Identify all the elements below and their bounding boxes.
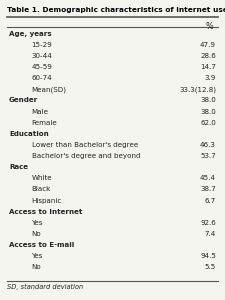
Text: 94.5: 94.5 — [200, 253, 216, 259]
Text: 92.6: 92.6 — [200, 220, 216, 226]
Text: Education: Education — [9, 131, 49, 137]
Text: 3.9: 3.9 — [205, 75, 216, 81]
Text: White: White — [32, 175, 52, 181]
Text: 47.9: 47.9 — [200, 42, 216, 48]
Text: 6.7: 6.7 — [205, 198, 216, 204]
Text: SD, standard deviation: SD, standard deviation — [7, 284, 83, 290]
Text: 45-59: 45-59 — [32, 64, 52, 70]
Text: 15-29: 15-29 — [32, 42, 52, 48]
Text: Yes: Yes — [32, 220, 43, 226]
Text: 28.6: 28.6 — [200, 53, 216, 59]
Text: Access to Internet: Access to Internet — [9, 209, 82, 215]
Text: 38.0: 38.0 — [200, 109, 216, 115]
Text: Table 1. Demographic characteristics of Internet users (N= 489): Table 1. Demographic characteristics of … — [7, 7, 225, 13]
Text: Hispanic: Hispanic — [32, 198, 62, 204]
Text: Race: Race — [9, 164, 28, 170]
Text: 7.4: 7.4 — [205, 231, 216, 237]
Text: Black: Black — [32, 187, 51, 193]
Text: No: No — [32, 231, 41, 237]
Text: 53.7: 53.7 — [200, 153, 216, 159]
Text: %: % — [206, 22, 214, 31]
Text: Gender: Gender — [9, 98, 38, 103]
Text: Age, years: Age, years — [9, 31, 52, 37]
Text: Lower than Bachelor's degree: Lower than Bachelor's degree — [32, 142, 138, 148]
Text: Mean(SD): Mean(SD) — [32, 86, 67, 93]
Text: 45.4: 45.4 — [200, 175, 216, 181]
Text: 46.3: 46.3 — [200, 142, 216, 148]
Text: 62.0: 62.0 — [200, 120, 216, 126]
Text: Yes: Yes — [32, 253, 43, 259]
Text: Female: Female — [32, 120, 57, 126]
Text: 38.0: 38.0 — [200, 98, 216, 103]
Text: Access to E-mail: Access to E-mail — [9, 242, 74, 248]
Text: 5.5: 5.5 — [205, 264, 216, 270]
Text: Male: Male — [32, 109, 49, 115]
Text: 38.7: 38.7 — [200, 187, 216, 193]
Text: 30-44: 30-44 — [32, 53, 52, 59]
Text: 14.7: 14.7 — [200, 64, 216, 70]
Text: Bachelor's degree and beyond: Bachelor's degree and beyond — [32, 153, 140, 159]
Text: 33.3(12.8): 33.3(12.8) — [179, 86, 216, 93]
Text: No: No — [32, 264, 41, 270]
Text: 60-74: 60-74 — [32, 75, 52, 81]
